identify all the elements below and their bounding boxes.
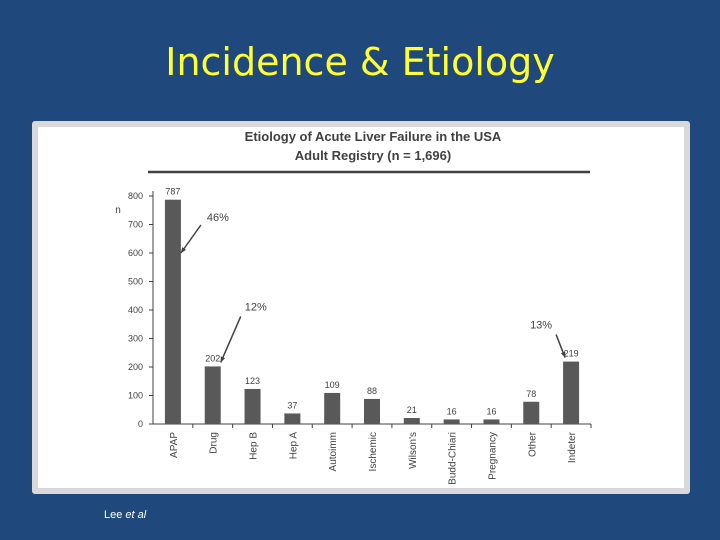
annotation-label: 46% <box>207 212 229 224</box>
chart-title: Etiology of Acute Liver Failure in the U… <box>245 129 502 144</box>
y-tick-label: 300 <box>128 334 143 344</box>
annotation-arrow <box>220 316 242 363</box>
y-axis-label: n <box>115 205 121 216</box>
y-tick-label: 800 <box>128 191 143 201</box>
data-label: 787 <box>165 187 180 197</box>
citation: Lee et al <box>104 509 146 521</box>
y-tick-label: 200 <box>128 362 143 372</box>
bar <box>523 401 540 424</box>
category-label: Ischemic <box>368 432 379 471</box>
bar <box>324 392 341 424</box>
category-label: APAP <box>169 432 180 458</box>
annotation-label: 12% <box>245 301 267 313</box>
y-tick-label: 500 <box>128 277 143 287</box>
data-label: 123 <box>245 376 260 386</box>
slide-title: Incidence & Etiology <box>165 40 555 84</box>
bar <box>443 419 460 424</box>
category-label: Pregnancy <box>487 432 498 480</box>
data-label: 202 <box>205 353 220 363</box>
y-tick-label: 600 <box>128 248 143 258</box>
y-tick-label: 400 <box>128 305 143 315</box>
y-tick-label: 700 <box>128 220 143 230</box>
citation-et-al: et al <box>125 509 147 521</box>
category-label: Indeter <box>567 431 578 463</box>
axes: 0 100 200 300 400 500 600 700 800 APAP Drug Hep B He… <box>128 191 592 485</box>
data-label: 21 <box>407 405 417 415</box>
data-label: 16 <box>486 406 496 416</box>
data-label: 109 <box>325 380 340 390</box>
data-label: 37 <box>287 400 297 410</box>
category-label: Drug <box>209 432 220 454</box>
annotation-arrowhead <box>220 356 226 363</box>
category-label: Hep B <box>249 432 260 460</box>
bar <box>244 388 261 424</box>
data-label: 78 <box>526 389 536 399</box>
bar <box>403 418 420 424</box>
data-label: 219 <box>564 349 579 359</box>
bar <box>364 398 380 424</box>
chart-subtitle: Adult Registry (n = 1,696) <box>295 148 451 163</box>
bar <box>284 413 301 424</box>
citation-author: Lee <box>104 509 126 521</box>
category-label: Budd-Chiari <box>448 432 459 485</box>
category-label: Other <box>527 431 538 457</box>
y-tick-label: 0 <box>138 419 143 429</box>
annotation-label: 13% <box>530 320 552 332</box>
category-label: Hep A <box>288 432 299 460</box>
category-label: Wilson's <box>408 432 419 469</box>
annotation-arrowhead <box>180 247 187 253</box>
annotation-arrowhead <box>560 351 566 358</box>
annotation-arrow <box>180 224 202 254</box>
data-label: 16 <box>447 406 457 416</box>
data-label: 88 <box>367 386 377 396</box>
bar <box>164 199 181 424</box>
chart-panel <box>38 127 684 488</box>
bar <box>483 419 500 424</box>
bar <box>204 366 221 424</box>
bar <box>563 361 580 424</box>
y-tick-label: 100 <box>128 391 143 401</box>
chart-frame <box>32 121 690 494</box>
bars: 787 202 123 37 109 88 21 16 16 78 219 46% 12% 13% <box>164 187 580 424</box>
category-label: Autoimm <box>328 432 339 471</box>
